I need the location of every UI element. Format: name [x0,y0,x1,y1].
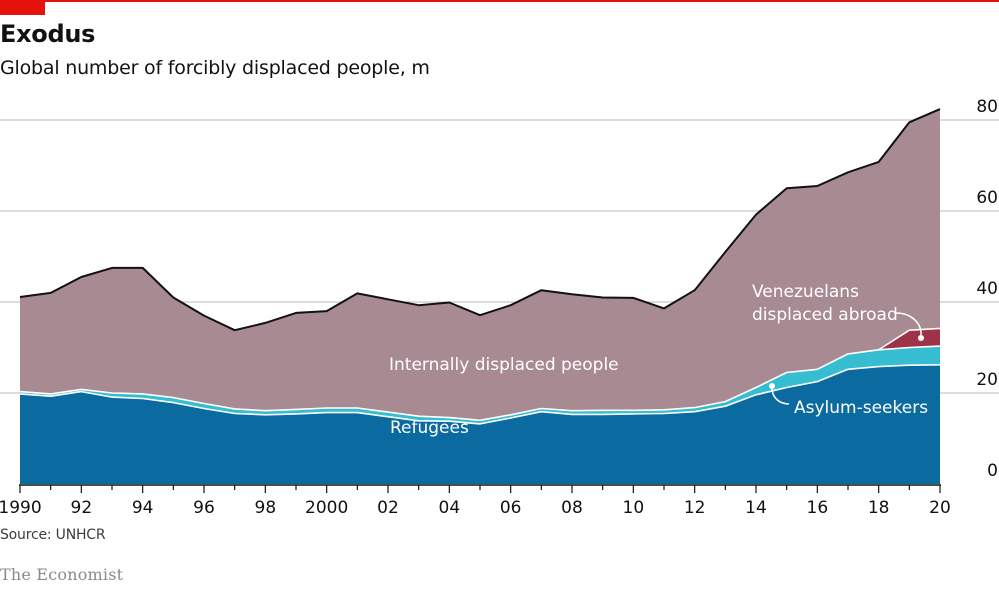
brand-logo: The Economist [0,565,124,584]
separator-refugees [19,364,941,425]
separator-asylum-seekers [19,345,941,422]
total-line [19,108,941,332]
x-tick-label: 98 [255,498,277,518]
x-tick-label: 96 [193,498,215,518]
x-tick-label: 1990 [0,498,42,518]
x-tick-label: 14 [745,498,767,518]
area-idp [20,109,940,421]
label-asylum-seekers: Asylum-seekers [794,398,928,418]
label-idp: Internally displaced people [389,355,619,375]
x-tick-label: 18 [868,498,890,518]
x-tick-label: 06 [500,498,522,518]
venezuelans-callout-curve [895,312,922,337]
brand-red-tag [0,0,45,15]
x-tick-label: 2000 [305,498,348,518]
x-tick-label: 16 [807,498,829,518]
y-tick-label: 0 [987,461,998,481]
y-tick-label: 60 [976,188,998,208]
x-axis: 1990 92 94 96 98 2000 02 04 06 08 10 12 14 16 18 20 [0,484,951,518]
x-tick-label: 92 [71,498,93,518]
y-tick-label: 40 [976,279,998,299]
x-tick-label: 12 [684,498,706,518]
x-tick-label: 20 [929,498,951,518]
series-separators [19,327,941,425]
separator-venezuelans [878,327,941,351]
x-tick-label: 94 [132,498,154,518]
label-venezuelans-line1: Venezuelans [752,282,859,302]
top-rule [0,0,999,2]
chart-subtitle: Global number of forcibly displaced peop… [0,57,430,79]
label-refugees: Refugees [390,418,469,438]
venezuelans-callout-dot [918,335,924,341]
area-venezuelans [878,328,940,350]
x-tick-label: 02 [377,498,399,518]
asylum-callout-dot [769,383,775,389]
x-tick-label: 08 [561,498,583,518]
y-tick-label: 20 [976,370,998,390]
label-venezuelans-line2: displaced abroad [752,305,898,325]
x-tick-label: 10 [623,498,645,518]
asylum-callout-curve [771,387,790,405]
x-tick-label: 04 [439,498,461,518]
y-tick-label: 80 [976,97,998,117]
source-note: Source: UNHCR [0,527,106,543]
y-axis: 0 20 40 60 80 [976,97,998,481]
chart-title: Exodus [0,20,96,48]
